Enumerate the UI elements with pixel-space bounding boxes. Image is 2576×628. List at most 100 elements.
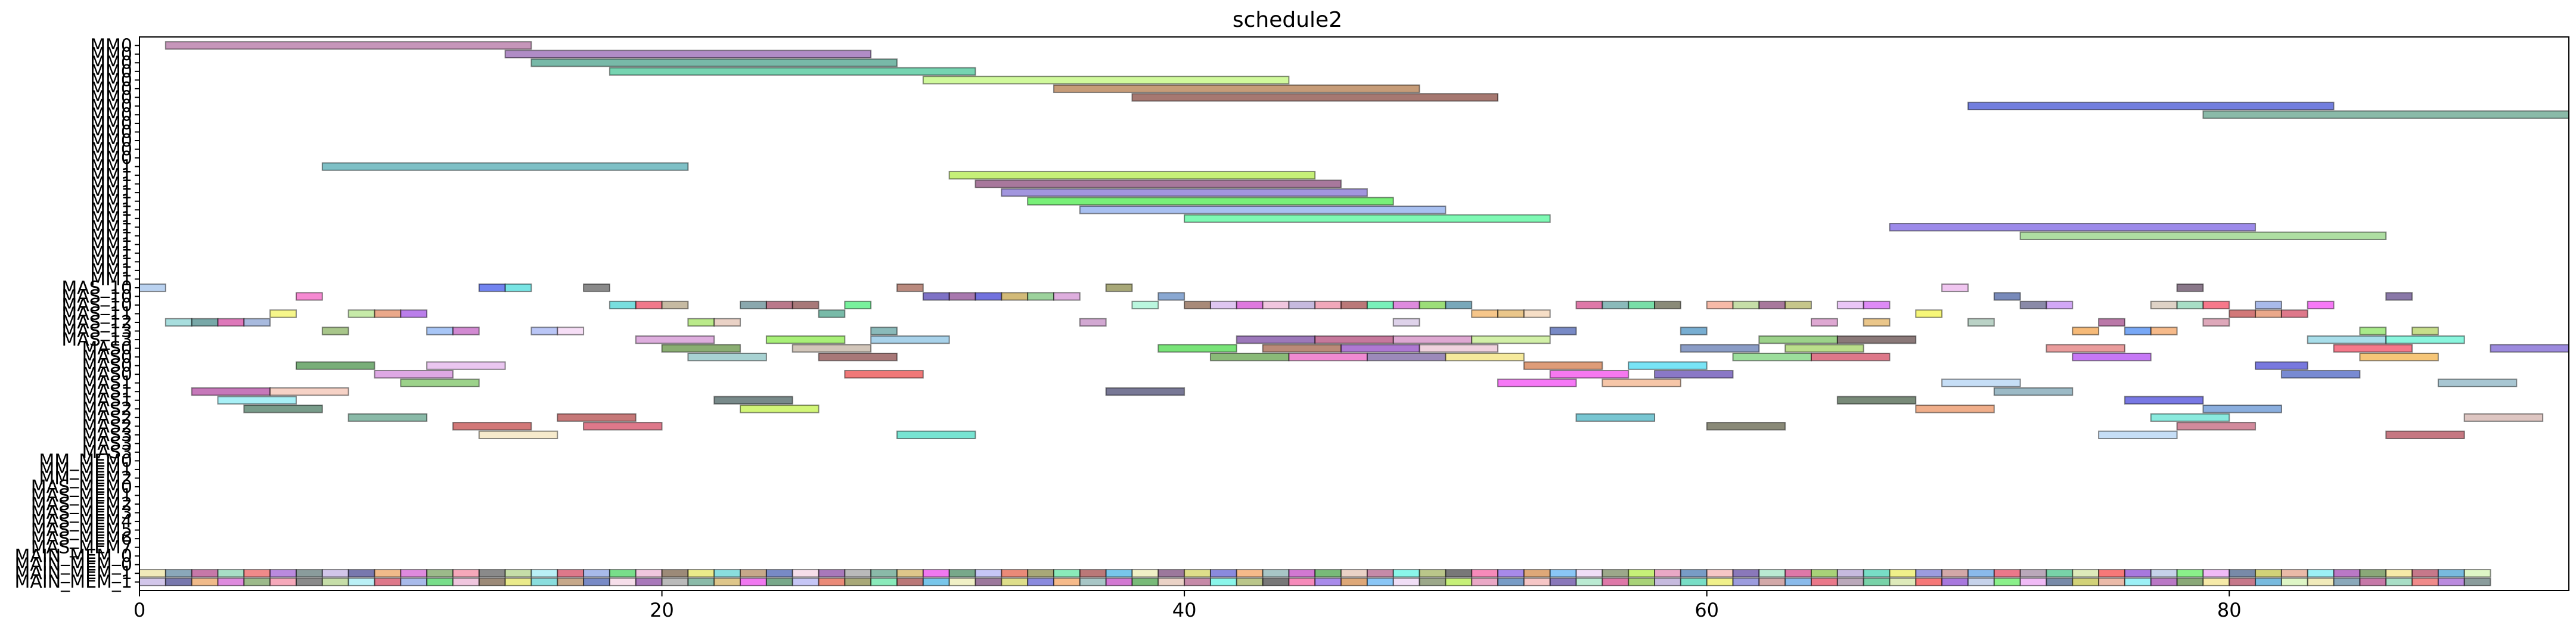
task-bar [321,327,349,335]
y-tick-label: MM0 [90,139,132,160]
task-bar [1915,405,1995,414]
y-tick-label: MM1 [90,174,132,195]
main-mem-slot [2150,577,2178,586]
main-mem-slot [1314,577,1342,586]
task-bar [269,309,297,318]
task-bar [1366,300,1394,310]
task-bar [2202,405,2282,414]
main-mem-slot [1209,577,1237,586]
main-mem-slot [374,577,402,586]
task-bar [2150,413,2230,422]
task-bar [1184,300,1211,310]
main-mem-slot [687,569,715,578]
y-tick-label: MM0 [90,87,132,108]
main-mem-slot [347,577,375,586]
task-bar [2385,430,2465,440]
y-tick-label: MAS_10 [61,295,132,316]
main-mem-slot [2255,577,2282,586]
main-mem-slot [139,569,166,578]
main-mem-slot [1732,577,1760,586]
y-tick-label: MM1 [90,200,132,220]
task-bar [1262,300,1290,310]
main-mem-slot [1758,569,1786,578]
y-tick-label: MAS3 [82,425,132,446]
main-mem-slot [2385,569,2413,578]
task-bar [1288,300,1316,310]
main-mem-slot [295,577,323,586]
task-bar [478,430,558,440]
y-tick-label: MAS2 [82,408,132,428]
main-mem-slot [400,569,428,578]
y-tick-label: MAS_11 [61,304,132,325]
task-bar [1184,214,1551,223]
task-bar [765,300,793,310]
task-bar [191,318,219,327]
task-bar [635,300,663,310]
main-mem-slot [2307,569,2335,578]
task-bar [1602,378,1681,387]
main-mem-slot [504,569,532,578]
task-bar [1497,309,1525,318]
task-bar [374,309,402,318]
x-tick-label: 20 [650,599,674,621]
y-tick-label: MM0 [90,52,132,73]
main-mem-slot [1863,569,1891,578]
task-bar [2176,283,2204,293]
task-bar [687,352,767,362]
y-tick-label: MM0 [90,35,132,56]
main-mem-slot [295,569,323,578]
main-mem-slot [1549,577,1577,586]
task-bar [1810,352,1891,362]
task-bar [2046,344,2125,353]
task-bar [1758,335,1838,344]
main-mem-slot [478,569,506,578]
y-tick-label: MM0 [90,61,132,82]
main-mem-slot [2359,577,2387,586]
task-bar [1053,292,1081,301]
task-bar [1863,300,1891,310]
main-mem-slot [530,577,558,586]
task-bar [2463,413,2544,422]
main-mem-slot [2255,569,2282,578]
y-tick-label: MAS_MEM7 [31,537,132,558]
task-bar [530,327,558,335]
main-mem-slot [1575,577,1603,586]
y-tick-label: MM1 [90,251,132,272]
task-bar [1236,300,1264,310]
y-tick-label: MM1 [90,243,132,264]
main-mem-slot [347,569,375,578]
task-bar [2255,361,2308,370]
task-bar [1967,318,1995,327]
main-mem-slot [792,569,820,578]
task-bar [1471,309,1499,318]
task-bar [1105,387,1185,396]
main-mem-slot [1602,577,1630,586]
y-tick-label: MAS_MEM6 [31,528,132,549]
task-bar [844,300,872,310]
task-bar [2411,327,2439,335]
y-tick-label: MAS0 [82,356,132,377]
main-mem-slot [1575,569,1603,578]
main-mem-slot [713,569,741,578]
task-bar [347,309,375,318]
task-bar [2385,292,2413,301]
task-bar [1105,283,1133,293]
main-mem-slot [1392,569,1420,578]
y-tick-label: MM1 [90,260,132,281]
main-mem-slot [1419,577,1447,586]
task-bar [2019,231,2387,240]
task-bar [1628,300,1656,310]
main-mem-slot [2229,577,2257,586]
task-bar [1680,327,1708,335]
y-tick-label: MAS_10 [61,278,132,299]
main-mem-slot [2046,577,2074,586]
y-tick-label: MM0 [90,44,132,65]
y-tick-label: MAIN_MEM_1 [14,563,132,584]
main-mem-slot [1967,569,1995,578]
main-mem-slot [922,569,950,578]
task-bar [165,318,193,327]
task-bar [400,378,480,387]
task-bar [1758,300,1786,310]
task-bar [1654,369,1734,379]
